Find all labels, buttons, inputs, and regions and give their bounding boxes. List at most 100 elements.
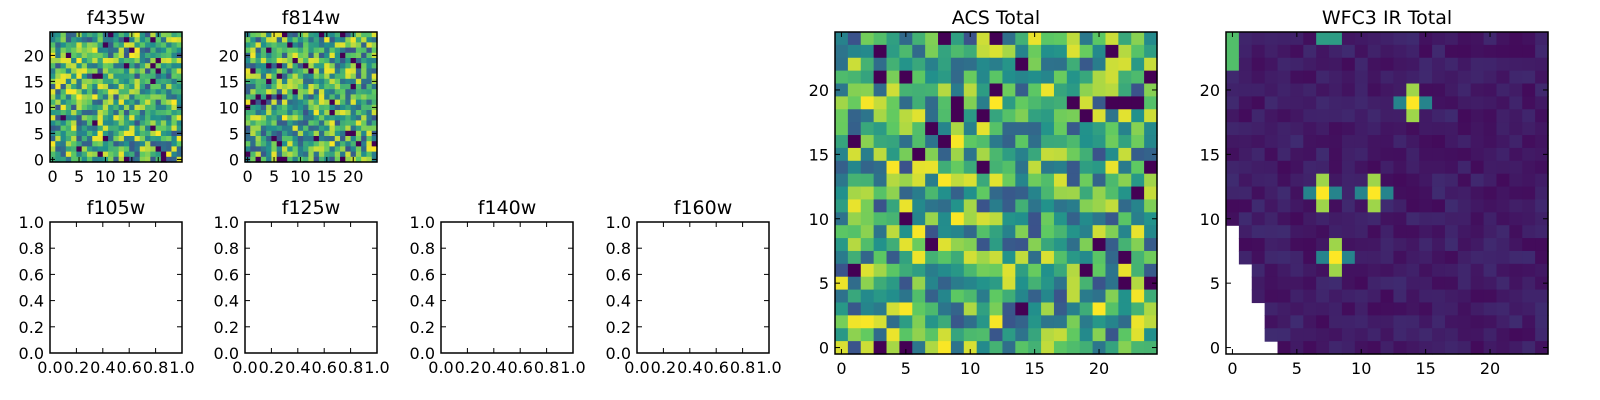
heatmap-cell — [297, 146, 304, 153]
heatmap-cell — [139, 94, 146, 101]
heatmap-cell — [1522, 109, 1536, 123]
heatmap-cell — [50, 146, 56, 153]
heatmap-cell — [1079, 315, 1094, 329]
heatmap-cell — [160, 32, 167, 38]
heatmap-cell — [1092, 57, 1107, 72]
heatmap-cell — [1079, 250, 1094, 265]
heatmap-cell — [371, 151, 378, 158]
heatmap-cell — [97, 110, 104, 116]
heatmap-cell — [102, 37, 109, 43]
heatmap-cell — [345, 151, 352, 158]
heatmap-cell — [989, 328, 1004, 342]
heatmap-cell — [1316, 173, 1330, 188]
heatmap-cell — [355, 120, 362, 127]
heatmap-cell — [1118, 341, 1132, 355]
panel-title: ACS Total — [952, 7, 1040, 29]
heatmap-cell — [324, 58, 331, 64]
heatmap-cell — [71, 84, 77, 90]
heatmap-cell — [145, 94, 151, 101]
heatmap-cell — [1509, 289, 1523, 304]
heatmap-cell — [1264, 70, 1279, 85]
heatmap-cell — [1066, 57, 1081, 72]
heatmap-cell — [912, 57, 926, 72]
heatmap-cell — [1457, 83, 1472, 97]
heatmap-cell — [60, 156, 67, 163]
heatmap-cell — [1432, 212, 1446, 226]
heatmap-cell — [81, 104, 88, 111]
heatmap-cell — [1131, 289, 1145, 304]
heatmap-cell — [1329, 263, 1343, 278]
heatmap-cell — [155, 146, 162, 153]
heatmap-cell — [950, 212, 965, 226]
heatmap-cell — [123, 78, 130, 85]
heatmap-cell — [1015, 109, 1029, 123]
heatmap-cell — [1092, 160, 1107, 175]
heatmap-cell — [1496, 160, 1510, 175]
heatmap-cell — [60, 84, 67, 90]
heatmap-cell — [963, 263, 978, 278]
heatmap-cell — [102, 94, 109, 101]
heatmap-cell — [97, 115, 104, 121]
heatmap-cell — [1053, 44, 1068, 59]
heatmap-cell — [318, 156, 325, 163]
heatmap-cell — [155, 84, 162, 90]
heatmap-cell — [355, 130, 362, 137]
heatmap-cell — [361, 130, 368, 137]
heatmap-cell — [108, 52, 114, 59]
heatmap-cell — [276, 84, 283, 90]
heatmap-cell — [345, 37, 352, 43]
heatmap-cell — [860, 70, 875, 85]
y-tick-label: 0.6 — [606, 265, 631, 284]
heatmap-cell — [1496, 44, 1510, 59]
heatmap-cell — [71, 146, 77, 153]
heatmap-cell — [847, 250, 862, 265]
heatmap-cell — [271, 125, 278, 132]
heatmap-cell — [1053, 96, 1068, 110]
heatmap-cell — [938, 32, 952, 46]
heatmap-cell — [1303, 186, 1317, 201]
heatmap-cell — [1079, 186, 1094, 201]
heatmap-cell — [1066, 199, 1081, 213]
heatmap-cell — [1105, 44, 1119, 59]
heatmap-cell — [71, 42, 77, 49]
heatmap-cell — [160, 120, 167, 127]
heatmap-cell — [260, 63, 267, 69]
heatmap-cell — [318, 84, 325, 90]
heatmap-cell — [899, 238, 913, 252]
panel-title: f140w — [478, 197, 537, 219]
heatmap-cell — [1144, 186, 1158, 201]
heatmap-cell — [139, 63, 146, 69]
heatmap-cell — [281, 42, 288, 49]
heatmap-cell — [366, 84, 373, 90]
heatmap-cell — [1002, 315, 1016, 329]
heatmap-cell — [123, 58, 130, 64]
heatmap-cell — [250, 146, 257, 153]
heatmap-cell — [1092, 225, 1107, 239]
heatmap-cell — [1118, 96, 1132, 110]
heatmap-cell — [76, 52, 83, 59]
heatmap-cell — [134, 115, 141, 121]
heatmap-cell — [1041, 57, 1055, 72]
heatmap-cell — [139, 73, 146, 80]
heatmap-cell — [963, 122, 978, 136]
heatmap-cell — [963, 199, 978, 213]
heatmap-cell — [1015, 276, 1029, 291]
heatmap-cell — [308, 47, 315, 54]
heatmap-cell — [171, 125, 178, 132]
heatmap-cell — [276, 136, 283, 142]
heatmap-cell — [355, 84, 362, 90]
heatmap-cell — [1002, 44, 1016, 59]
heatmap-cell — [171, 68, 178, 75]
heatmap-cell — [1509, 225, 1523, 239]
heatmap-cell — [1066, 186, 1081, 201]
heatmap-cell — [1131, 160, 1145, 175]
heatmap-cell — [245, 89, 251, 95]
heatmap-cell — [65, 63, 72, 69]
x-tick-label: 0.8 — [730, 358, 755, 377]
heatmap-cell — [1535, 70, 1549, 85]
y-tick-label: 20 — [219, 46, 239, 65]
heatmap-cell — [1496, 83, 1510, 97]
heatmap-cell — [340, 130, 346, 137]
heatmap-cell — [1535, 147, 1549, 162]
